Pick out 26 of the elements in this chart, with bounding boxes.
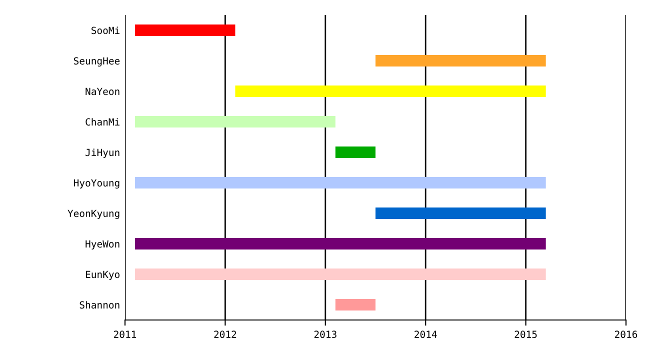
- y-tick-label: JiHyun: [86, 148, 120, 158]
- x-tick-label: 2015: [514, 330, 537, 338]
- y-tick-label: SeungHee: [74, 57, 120, 67]
- y-tick-label: ChanMi: [86, 118, 120, 126]
- bar: [135, 268, 546, 280]
- y-tick-label: SooMi: [92, 26, 120, 34]
- x-tick-label: 2011: [114, 330, 136, 338]
- bar: [335, 298, 376, 311]
- y-tick-label: HyeWon: [86, 240, 120, 250]
- x-tick-label: 2013: [314, 330, 336, 338]
- y-tick-label: EunKyo: [86, 270, 120, 280]
- bar: [376, 207, 546, 220]
- y-tick-label: HyoYoung: [74, 179, 120, 189]
- x-tick-label: 2012: [214, 330, 236, 338]
- x-tick-label: 2016: [615, 330, 638, 338]
- bar: [135, 24, 236, 36]
- bar: [135, 176, 546, 189]
- x-tick-label: 2014: [414, 330, 437, 338]
- bar: [235, 85, 546, 98]
- bar: [135, 238, 546, 250]
- y-tick-label: Shannon: [80, 301, 120, 309]
- bar: [335, 146, 376, 158]
- y-tick-label: YeonKyung: [68, 210, 120, 220]
- bar: [376, 54, 546, 67]
- y-tick-label: NaYeon: [86, 88, 120, 96]
- bar: [135, 116, 336, 128]
